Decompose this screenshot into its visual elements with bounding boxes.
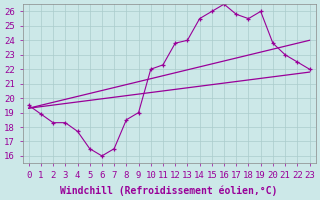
X-axis label: Windchill (Refroidissement éolien,°C): Windchill (Refroidissement éolien,°C) <box>60 185 278 196</box>
